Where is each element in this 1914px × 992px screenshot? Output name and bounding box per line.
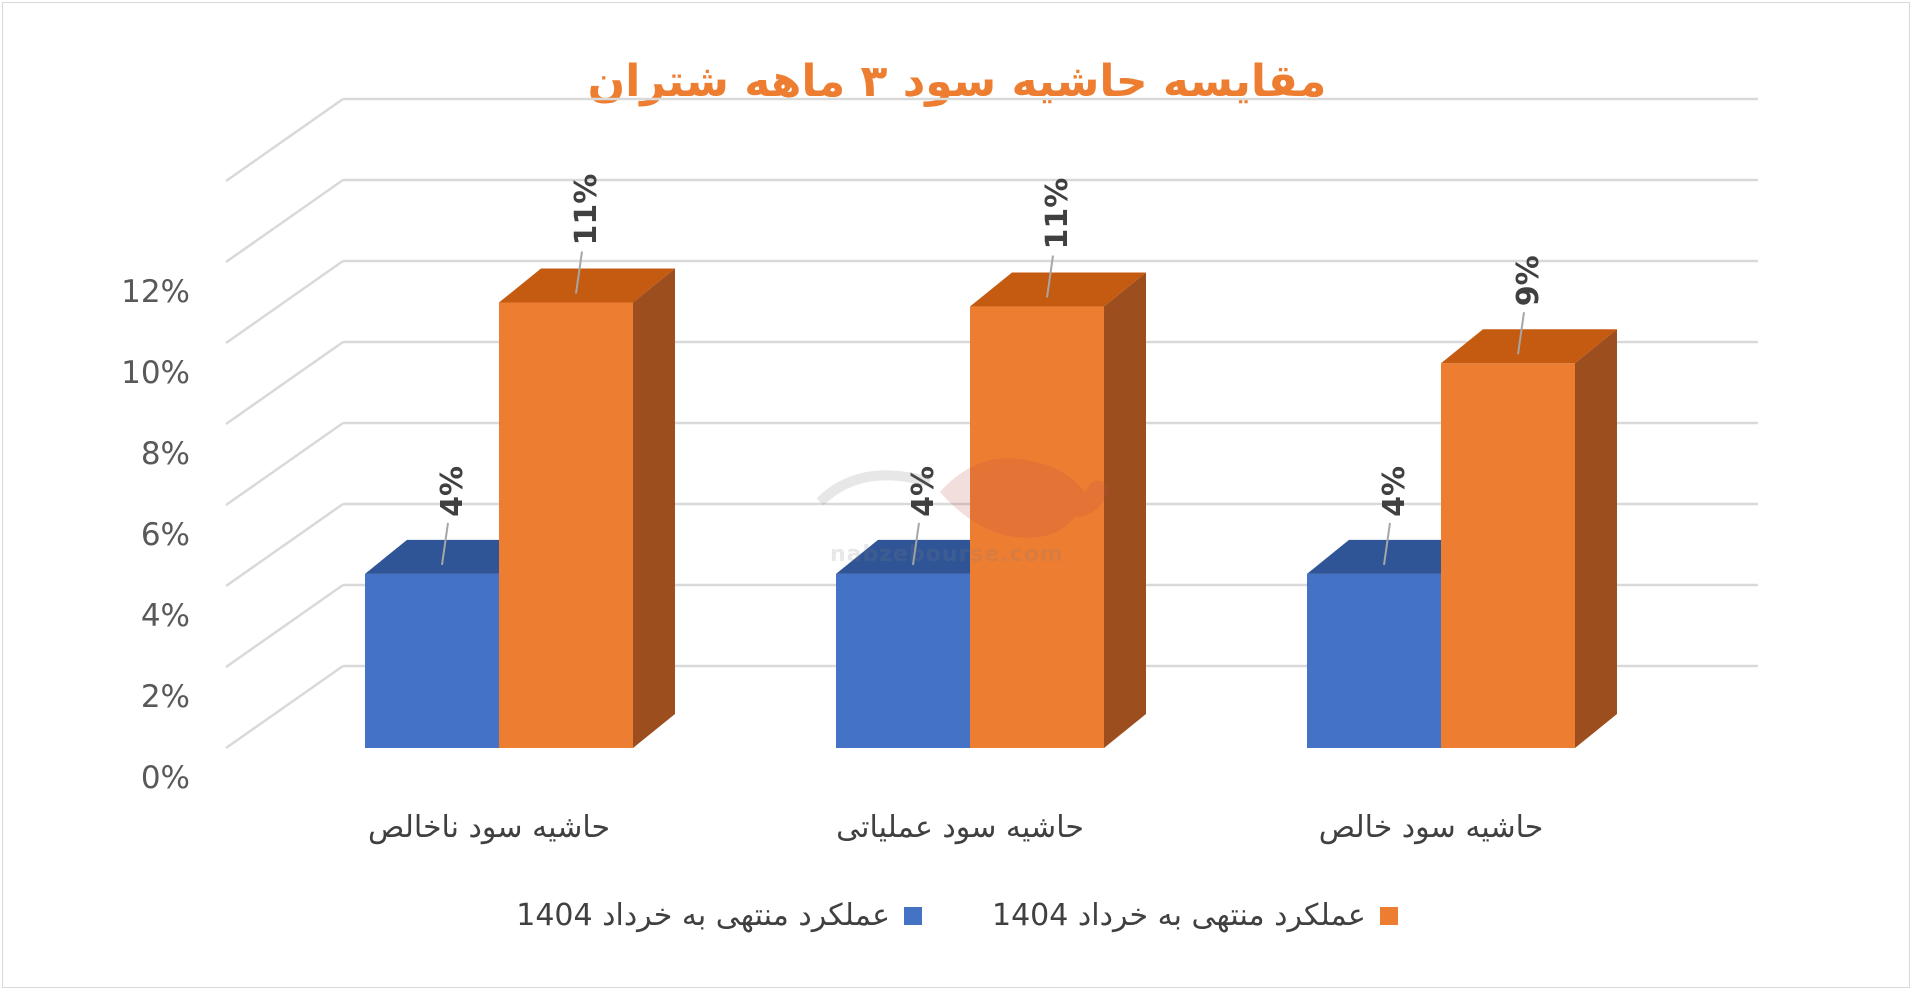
bar-top (365, 539, 541, 574)
legend-label-blue: عملکرد منتهی به خرداد 1404 (516, 898, 890, 933)
y-tick-label: 6% (141, 517, 190, 553)
y-tick-label: 2% (141, 679, 190, 715)
y-tick-label: 4% (141, 598, 190, 634)
data-label: 11% (1040, 178, 1075, 250)
gridline-side (225, 259, 344, 345)
gridline-side (225, 502, 344, 588)
bar-side (633, 268, 675, 748)
gridline-side (225, 340, 344, 426)
bar-side (1104, 272, 1146, 748)
gridline-side (225, 664, 344, 750)
data-label-leader (575, 251, 583, 294)
data-label: 9% (1511, 255, 1546, 306)
data-label: 4% (435, 466, 470, 517)
bar-top (1307, 539, 1483, 574)
bar-top (836, 539, 1012, 574)
bar-front (365, 573, 499, 748)
y-tick-label: 12% (121, 274, 190, 310)
chart-legend: عملکرد منتهی به خرداد 1404 عملکرد منتهی … (0, 898, 1914, 933)
bar-top (499, 268, 675, 303)
gridline-side (225, 178, 344, 264)
data-label: 4% (1377, 466, 1412, 517)
y-tick-label: 10% (121, 355, 190, 391)
legend-swatch-orange (1379, 906, 1398, 925)
y-tick-label: 0% (141, 760, 190, 796)
bar-side (1575, 329, 1617, 748)
gridline-side (225, 421, 344, 507)
bar-front (836, 573, 970, 748)
gridline-side (225, 583, 344, 669)
x-category-label: حاشیه سود عملیاتی (836, 810, 1084, 845)
y-tick-label: 8% (141, 436, 190, 472)
x-category-label: حاشیه سود ناخالص (368, 810, 610, 845)
gridline-side (225, 97, 344, 183)
legend-label-orange: عملکرد منتهی به خرداد 1404 (992, 898, 1366, 933)
bar-top (970, 272, 1146, 307)
data-label: 4% (906, 466, 941, 517)
data-label: 11% (569, 174, 604, 246)
data-label-leader (912, 522, 920, 565)
legend-item-blue: عملکرد منتهی به خرداد 1404 (516, 898, 922, 933)
legend-item-orange: عملکرد منتهی به خرداد 1404 (992, 898, 1398, 933)
bar-front (1441, 363, 1575, 748)
bar-front (970, 306, 1104, 748)
bar-top (1441, 329, 1617, 364)
data-label-leader (441, 522, 449, 565)
bar-front (499, 302, 633, 748)
x-category-label: حاشیه سود خالص (1319, 810, 1544, 845)
bar-front (1307, 573, 1441, 748)
data-label-leader (1517, 312, 1525, 355)
legend-swatch-blue (904, 906, 922, 925)
data-label-leader (1046, 255, 1054, 298)
data-label-leader (1383, 522, 1391, 565)
